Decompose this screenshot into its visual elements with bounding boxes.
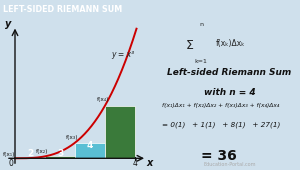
Text: 4: 4 xyxy=(133,159,137,168)
Text: f(x₃): f(x₃) xyxy=(65,135,78,140)
Text: 4: 4 xyxy=(87,141,93,150)
Text: n: n xyxy=(199,22,203,27)
Bar xyxy=(75,143,105,158)
Text: f(xₖ)Δxₖ: f(xₖ)Δxₖ xyxy=(215,39,245,48)
Text: = 0(1)   + 1(1)   + 8(1)   + 27(1): = 0(1) + 1(1) + 8(1) + 27(1) xyxy=(162,121,280,128)
Text: Education-Portal.com: Education-Portal.com xyxy=(203,162,256,167)
Text: f(x₁): f(x₁) xyxy=(2,152,15,157)
Text: x: x xyxy=(147,158,153,168)
Text: LEFT-SIDED RIEMANN SUM: LEFT-SIDED RIEMANN SUM xyxy=(3,5,122,14)
Text: k=1: k=1 xyxy=(195,59,208,64)
Text: Left-sided Riemann Sum: Left-sided Riemann Sum xyxy=(167,68,292,77)
Text: y = x³: y = x³ xyxy=(111,50,134,59)
Text: f(x₁)Δx₁ + f(x₂)Δx₂ + f(x₃)Δx₃ + f(x₄)Δx₄: f(x₁)Δx₁ + f(x₂)Δx₂ + f(x₃)Δx₃ + f(x₄)Δx… xyxy=(162,103,279,108)
Text: 2: 2 xyxy=(27,149,33,158)
Text: y: y xyxy=(5,19,12,29)
Text: Σ: Σ xyxy=(186,39,194,52)
Text: 0: 0 xyxy=(9,159,14,168)
Text: 3: 3 xyxy=(57,149,63,158)
Bar xyxy=(105,106,135,158)
Text: = 36: = 36 xyxy=(201,149,237,163)
Text: f(x₂): f(x₂) xyxy=(35,149,48,154)
Text: with n = 4: with n = 4 xyxy=(204,88,255,97)
Text: f(x₄): f(x₄) xyxy=(97,97,109,102)
Bar xyxy=(45,156,75,158)
